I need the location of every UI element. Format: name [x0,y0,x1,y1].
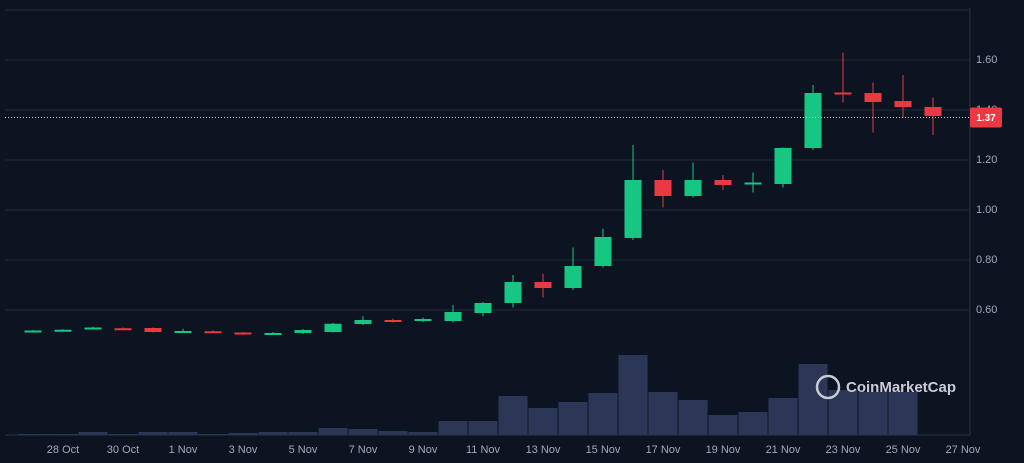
volume-bar [678,400,708,435]
candle-body [474,303,492,313]
volume-bar [768,398,798,435]
candle-body [534,282,552,288]
candle-body [564,266,582,288]
candle-body [144,328,162,332]
candle-body [264,333,282,335]
volume-bar [798,364,828,435]
candle-body [594,237,612,266]
candle-body [324,323,342,332]
candle-body [84,327,102,330]
y-tick-label: 0.60 [976,304,997,316]
candle-body [54,329,72,332]
x-tick-label: 9 Nov [409,444,438,456]
candle-body [234,332,252,335]
x-tick-label: 3 Nov [229,444,258,456]
volume-bar [648,392,678,435]
x-tick-label: 25 Nov [886,444,921,456]
volume-bar [408,432,438,435]
volume-bar [708,415,738,435]
volume-bar [48,434,78,435]
x-tick-label: 19 Nov [706,444,741,456]
volume-bar [78,432,108,435]
x-tick-label: 15 Nov [586,444,621,456]
volume-bar [258,432,288,435]
candle-body [654,180,672,196]
volume-bar [468,421,498,435]
candle-body [774,148,792,184]
x-tick-label: 13 Nov [526,444,561,456]
volume-bar [288,432,318,435]
volume-bar [228,433,258,435]
candle-body [894,101,912,107]
x-tick-label: 27 Nov [946,444,981,456]
volume-bar [498,396,528,435]
volume-bar [858,392,888,435]
x-tick-label: 21 Nov [766,444,801,456]
volume-bar [198,434,228,435]
volume-bar [888,392,918,435]
volume-bar [168,432,198,435]
candle-body [384,320,402,322]
candle-body [684,180,702,196]
y-tick-label: 1.00 [976,204,997,216]
y-tick-label: 1.60 [976,54,997,66]
volume-bar [588,393,618,435]
x-tick-label: 7 Nov [349,444,378,456]
volume-bar [18,434,48,435]
candle-body [714,180,732,185]
candle-body [204,331,222,334]
y-tick-label: 0.80 [976,254,997,266]
candle-body [834,92,852,95]
candle-body [114,328,132,331]
volume-bar [438,421,468,435]
candle-body [294,330,312,333]
x-tick-label: 30 Oct [107,444,139,456]
candle-body [744,182,762,185]
candle-body [444,312,462,321]
x-tick-label: 5 Nov [289,444,318,456]
candle-body [414,319,432,321]
candle-body [624,180,642,238]
logo-icon [815,374,841,400]
x-tick-label: 17 Nov [646,444,681,456]
candle-body [924,107,942,116]
x-tick-label: 23 Nov [826,444,861,456]
volume-bar [618,355,648,435]
candle-body [864,93,882,102]
volume-bar [738,412,768,435]
logo: CoinMarketCap [815,374,956,400]
y-tick-label: 1.20 [976,154,997,166]
volume-bar [558,402,588,435]
candle-body [174,331,192,333]
candle-body [24,330,42,333]
volume-bar [348,429,378,435]
x-tick-label: 11 Nov [466,444,501,456]
candle-body [504,282,522,303]
x-tick-label: 1 Nov [169,444,198,456]
last-price-tag [970,107,1002,128]
watermark: CoinMarketCap [846,379,956,396]
volume-bar [108,434,138,435]
candle-body [804,93,822,148]
x-tick-label: 28 Oct [47,444,79,456]
volume-bar [138,432,168,435]
volume-bar [378,431,408,435]
candle-body [354,320,372,324]
volume-bar [318,428,348,435]
last-price-label: 1.37 [976,113,996,124]
volume-bar [528,408,558,435]
